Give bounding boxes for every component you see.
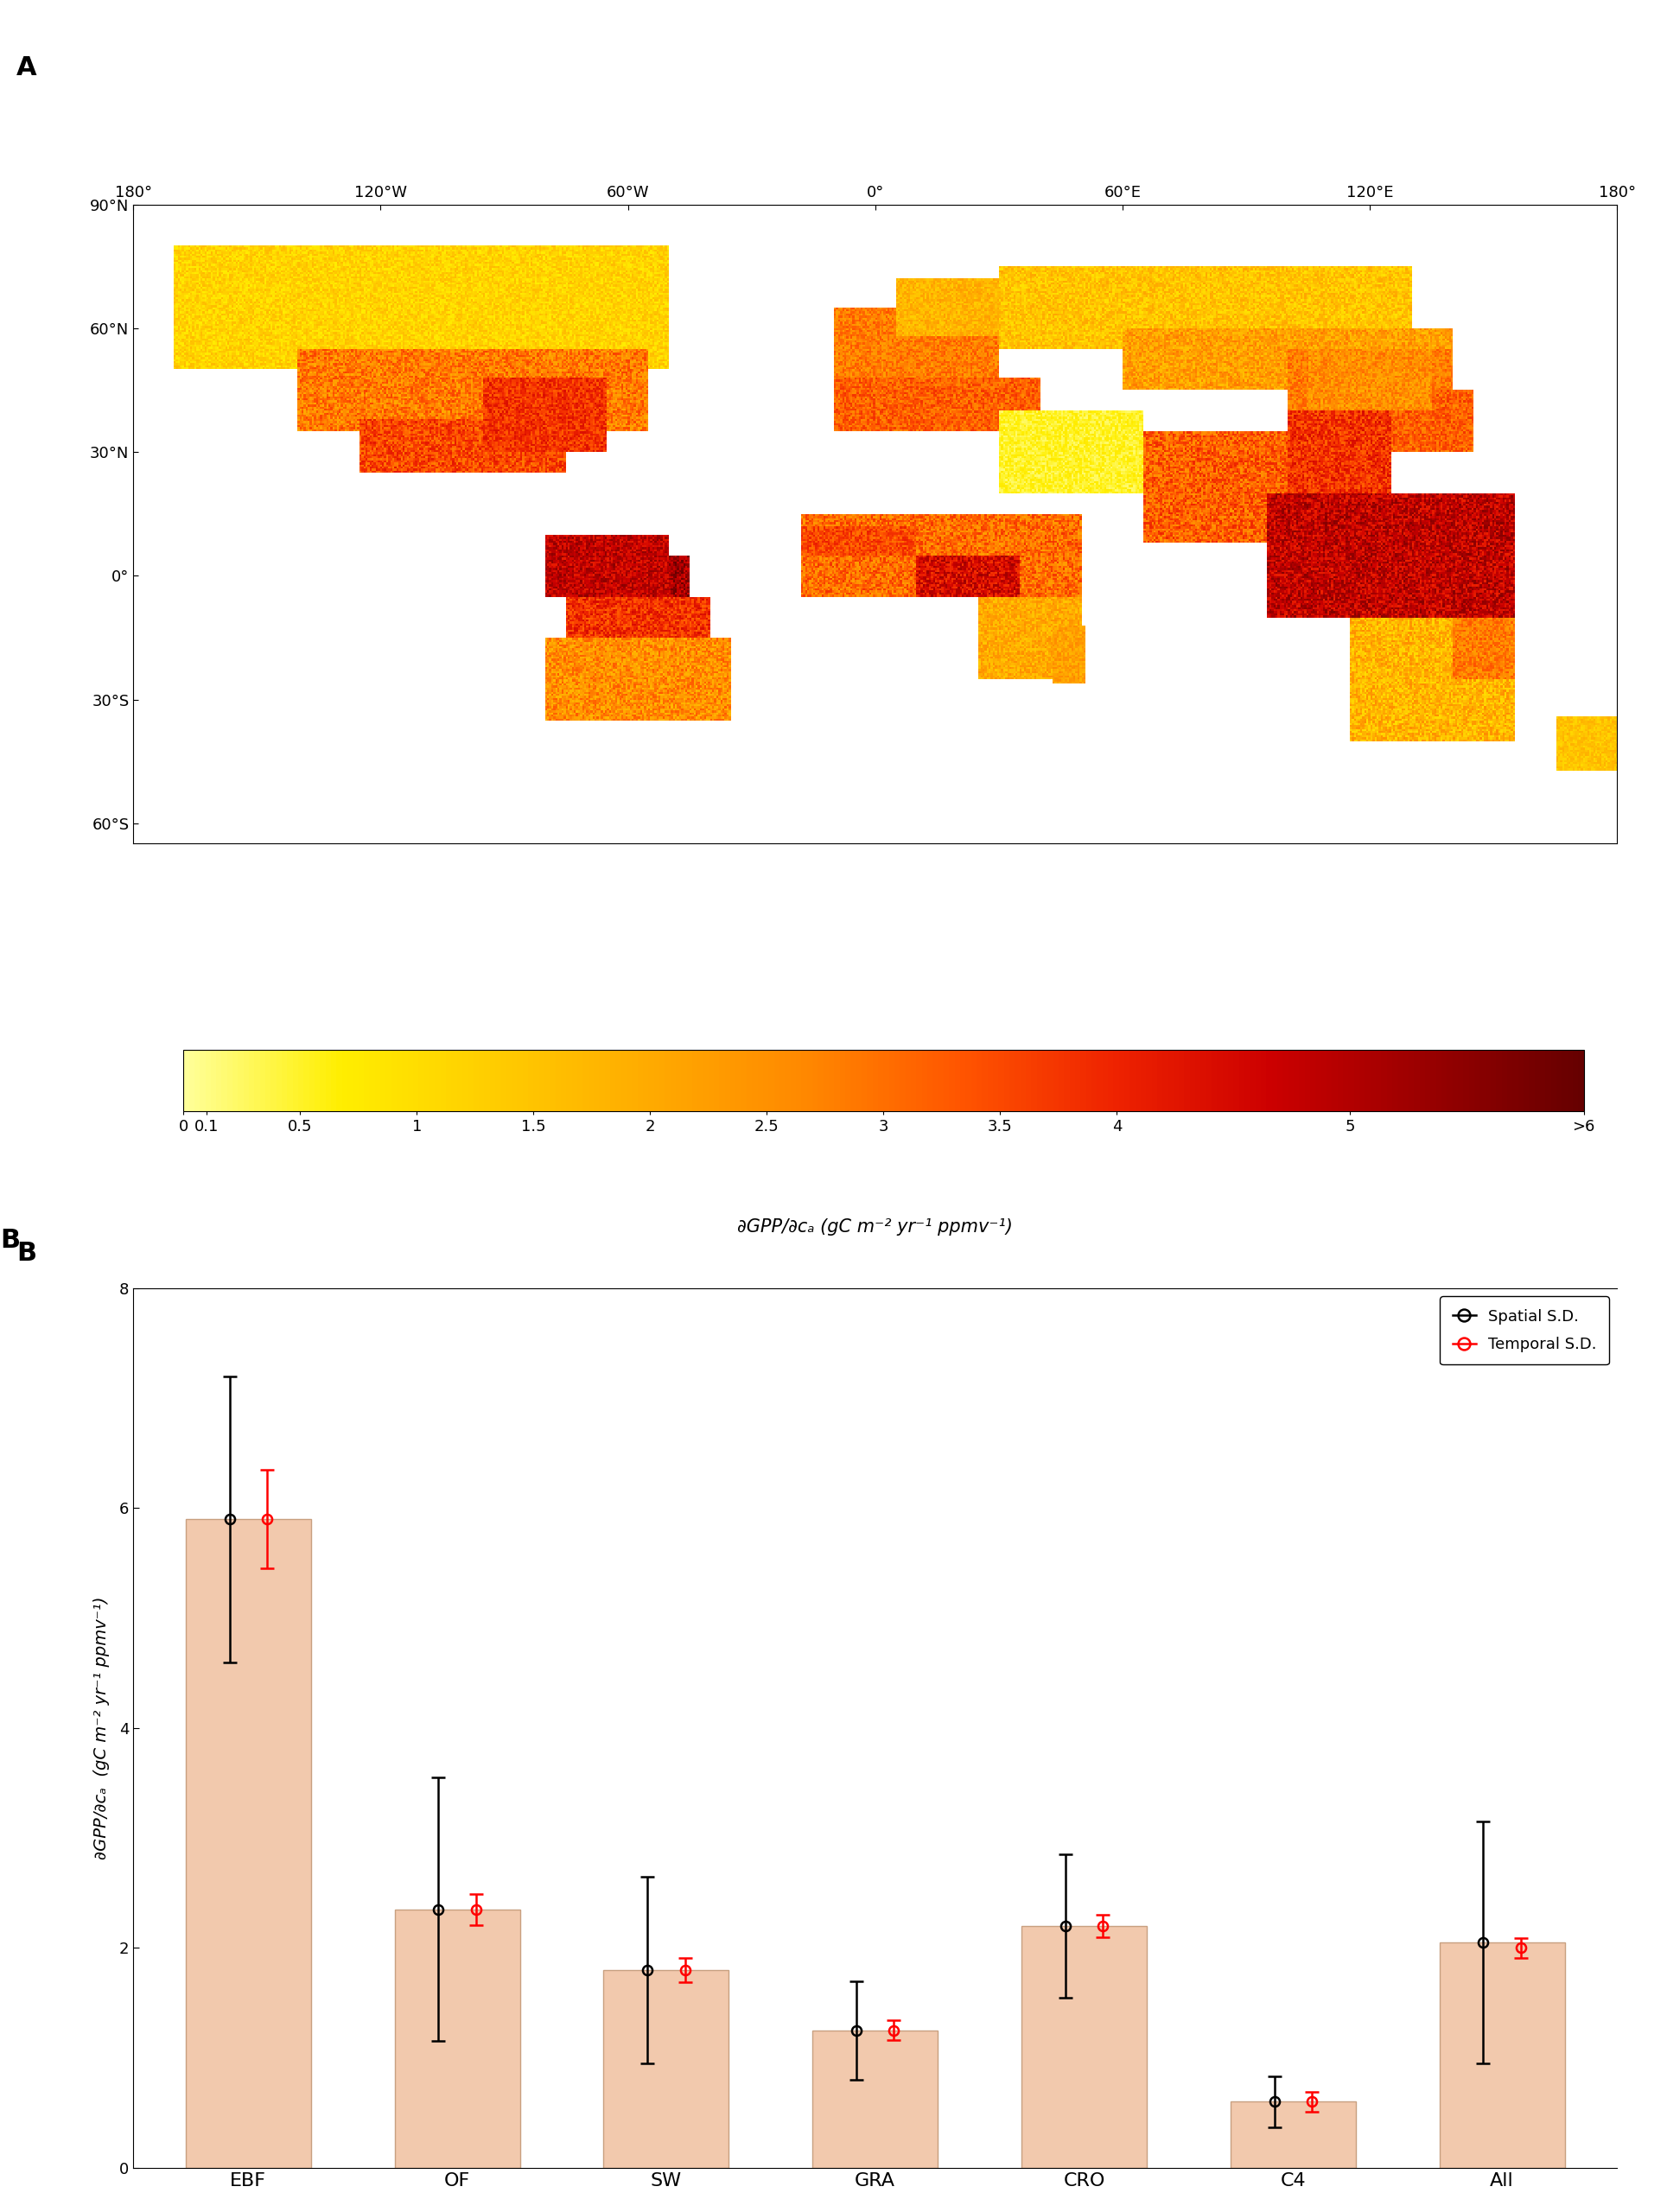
Legend: Spatial S.D., Temporal S.D.: Spatial S.D., Temporal S.D. xyxy=(1440,1296,1609,1365)
Bar xyxy=(185,1520,312,2168)
Bar xyxy=(1439,1942,1565,2168)
Bar xyxy=(812,2031,939,2168)
Text: B: B xyxy=(0,1228,20,1254)
Bar xyxy=(395,1909,520,2168)
Text: A: A xyxy=(17,55,37,80)
Bar xyxy=(1230,2101,1355,2168)
Text: B: B xyxy=(17,1241,37,1265)
Text: ∂GPP/∂cₐ (gC m⁻² yr⁻¹ ppmv⁻¹): ∂GPP/∂cₐ (gC m⁻² yr⁻¹ ppmv⁻¹) xyxy=(737,1219,1014,1237)
Y-axis label: ∂GPP/∂cₐ  (gC m⁻² yr⁻¹ ppmv⁻¹): ∂GPP/∂cₐ (gC m⁻² yr⁻¹ ppmv⁻¹) xyxy=(93,1597,110,1860)
Bar xyxy=(603,1971,728,2168)
Bar xyxy=(1022,1927,1147,2168)
